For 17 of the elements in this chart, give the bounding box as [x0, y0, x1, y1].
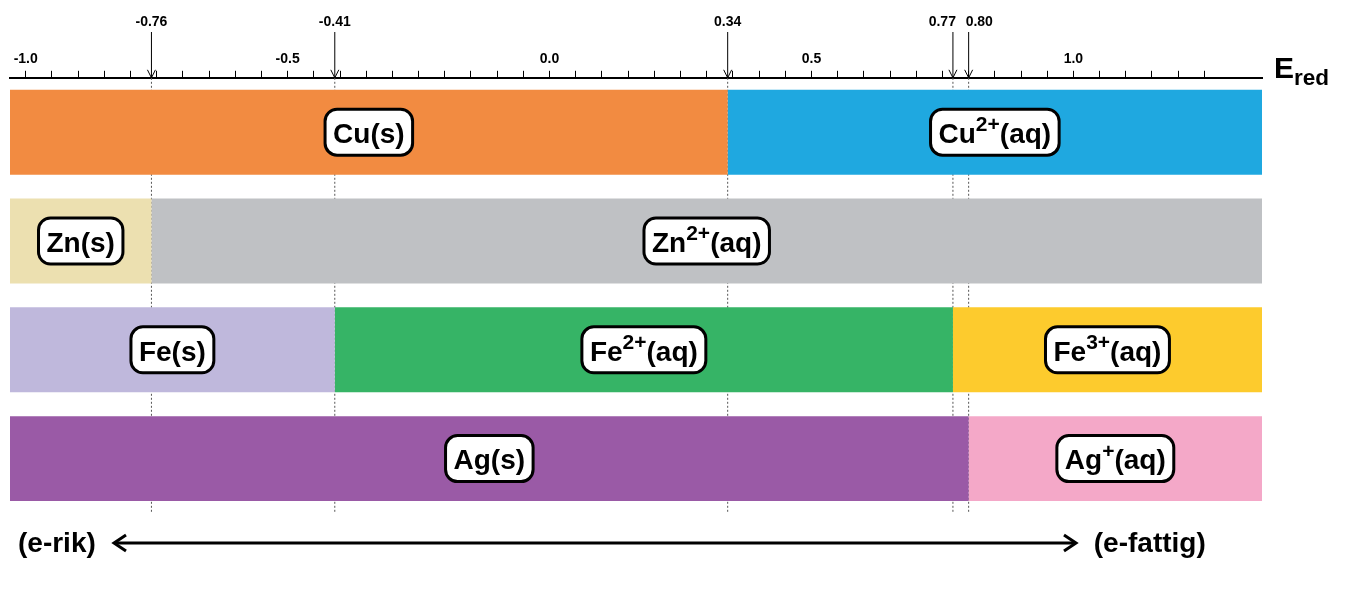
ref-line-label: 0.77: [928, 12, 957, 29]
text: (e-fattig): [1093, 527, 1206, 559]
x-tick-label: -0.5: [275, 50, 300, 67]
x-tick-label: 0.0: [539, 50, 560, 67]
ref-line-label: 0.34: [714, 12, 742, 29]
ref-line-label: -0.76: [135, 12, 168, 29]
x-tick-label: 1.0: [1063, 50, 1084, 67]
ref-line-label: -0.41: [318, 12, 351, 29]
series-label: Zn(s): [46, 226, 115, 258]
ref-line-label: 0.80: [965, 12, 994, 29]
series-label: Ag(s): [453, 444, 526, 476]
series-label: Fe(s): [138, 335, 206, 367]
series-label: Cu(s): [333, 117, 405, 149]
series-label: Ag+(aq): [1064, 438, 1166, 476]
x-tick-label: 0.5: [801, 50, 822, 67]
x-tick-label: -1.0: [13, 50, 38, 67]
text: (e-rik): [18, 527, 96, 559]
